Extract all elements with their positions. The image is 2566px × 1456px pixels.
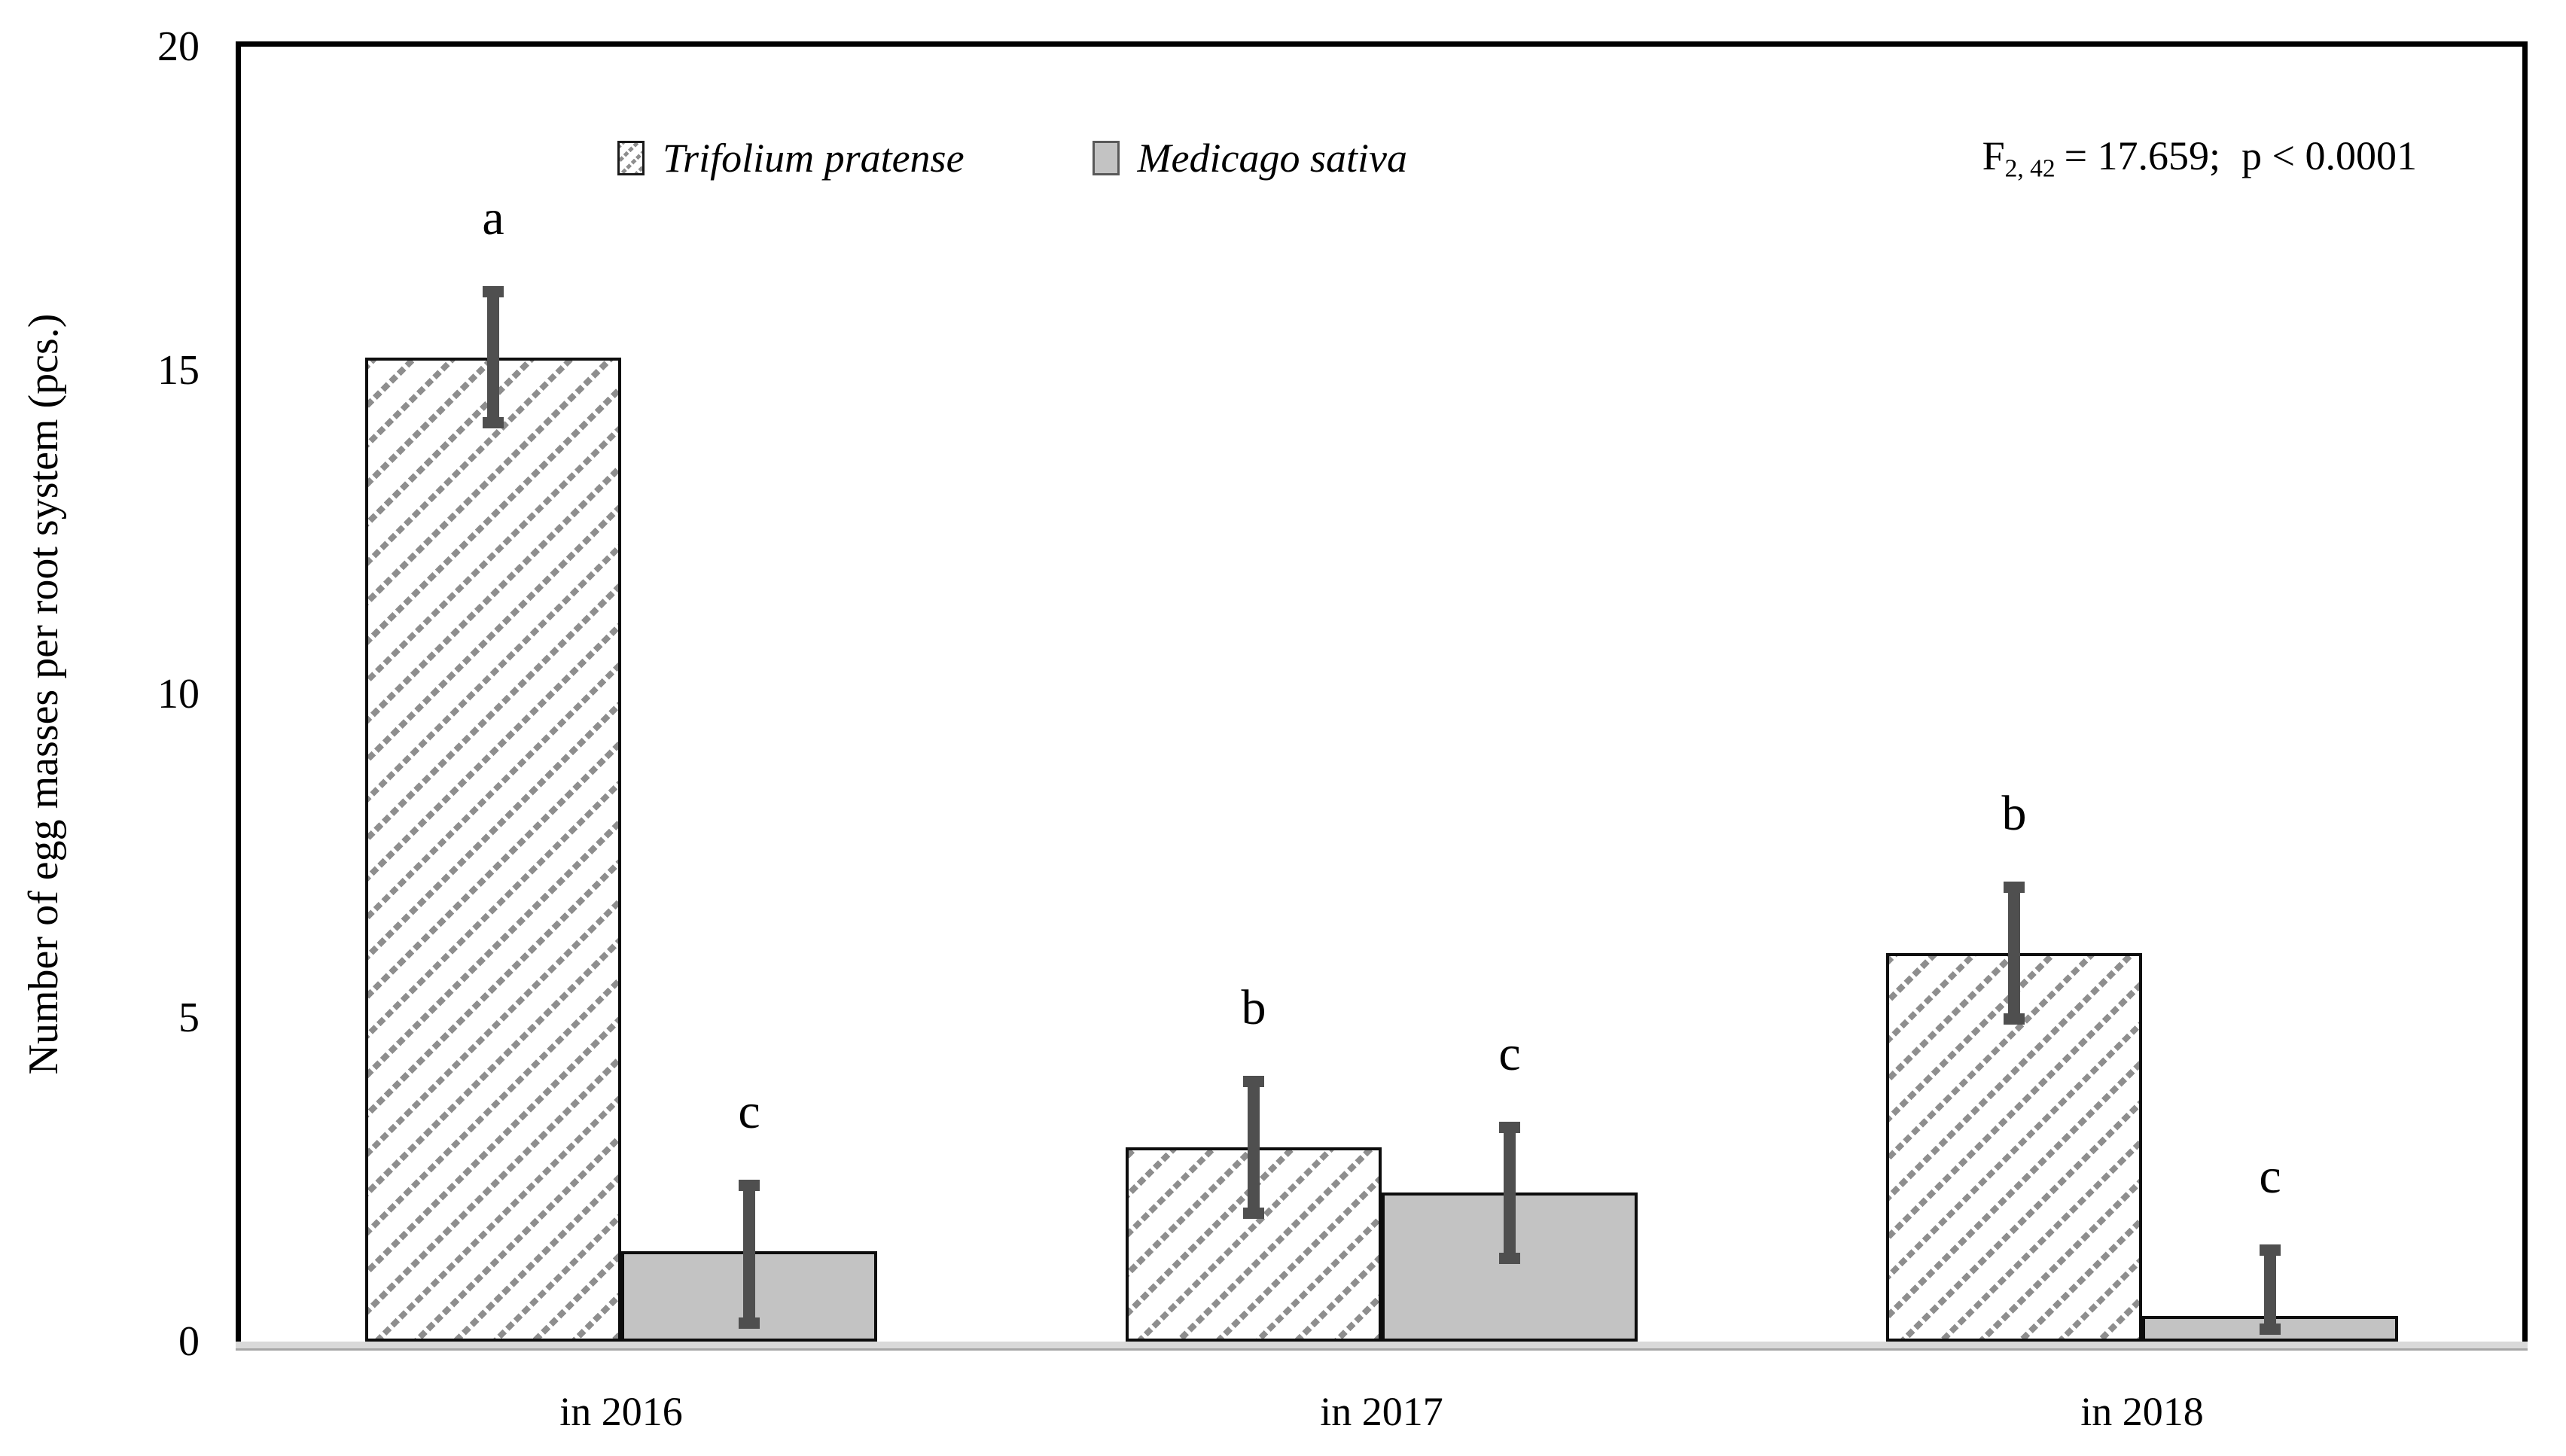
sig-letter-trifolium-pratense-in-2017: b [1241, 980, 1266, 1036]
error-bar-cap-top [2260, 1244, 2281, 1256]
y-tick-label-20: 20 [157, 23, 200, 70]
plot-area: Trifolium pratense Medicago sativa F2, 4… [241, 47, 2522, 1342]
legend-item-trifolium-pratense: Trifolium pratense [617, 134, 965, 182]
plot-frame [236, 41, 2528, 1342]
error-bar-cap-bottom [2004, 1013, 2025, 1025]
f-symbol: F [1982, 133, 2005, 178]
error-bar-cap-bottom [483, 417, 504, 429]
sig-letter-medicago-sativa-in-2018: c [2259, 1149, 2281, 1204]
gray-swatch-icon [1092, 141, 1120, 175]
error-bar-cap-bottom [2260, 1323, 2281, 1336]
error-bar-cap-top [2004, 882, 2025, 894]
error-bar-cap-bottom [1499, 1252, 1520, 1264]
sig-letter-medicago-sativa-in-2016: c [738, 1084, 760, 1139]
f-degrees-of-freedom: 2, 42 [2004, 154, 2056, 183]
p-value: p < 0.0001 [2241, 133, 2417, 178]
legend-label: Medicago sativa [1137, 136, 1407, 181]
legend-label: Trifolium pratense [663, 136, 965, 181]
error-bar-stem [2264, 1244, 2276, 1336]
y-tick-label-0: 0 [178, 1318, 200, 1365]
hatched-swatch-icon [617, 141, 645, 175]
error-bar-stem [487, 286, 499, 429]
f-value: = 17.659; [2064, 133, 2221, 178]
x-tick-label-in-2016: in 2016 [559, 1389, 683, 1434]
legend: Trifolium pratense Medicago sativa [617, 134, 1407, 182]
x-axis-line [236, 1342, 2528, 1351]
error-bar-cap-bottom [1243, 1207, 1264, 1219]
bar-trifolium-pratense-in-2016 [365, 357, 621, 1342]
error-bar-stem [2008, 882, 2020, 1025]
y-tick-label-10: 10 [157, 671, 200, 717]
legend-item-medicago-sativa: Medicago sativa [1092, 134, 1407, 182]
anova-statistic: F2, 42 = 17.659; p < 0.0001 [1982, 131, 2417, 193]
error-bar-cap-bottom [739, 1317, 760, 1329]
sig-letter-trifolium-pratense-in-2018: b [2001, 786, 2027, 842]
sig-letter-medicago-sativa-in-2017: c [1498, 1025, 1521, 1081]
error-bar-cap-top [1499, 1121, 1520, 1133]
y-tick-label-5: 5 [178, 995, 200, 1041]
error-bar-cap-top [483, 286, 504, 298]
sig-letter-trifolium-pratense-in-2016: a [482, 190, 504, 246]
error-bar-cap-top [1243, 1076, 1264, 1088]
x-tick-label-in-2018: in 2018 [2080, 1389, 2204, 1434]
error-bar-stem [1504, 1121, 1516, 1264]
y-tick-label-15: 15 [157, 347, 200, 394]
error-bar-stem [743, 1180, 755, 1329]
error-bar-cap-top [739, 1180, 760, 1191]
error-bar-stem [1248, 1076, 1260, 1219]
x-tick-label-in-2017: in 2017 [1320, 1389, 1443, 1434]
